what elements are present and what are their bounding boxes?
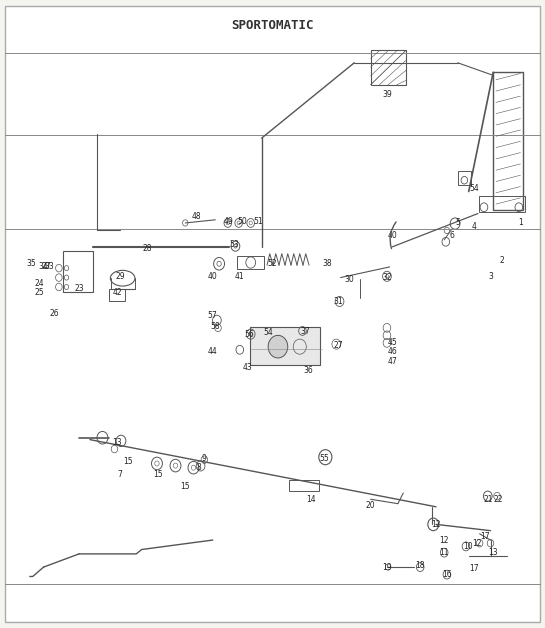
Text: 33: 33	[44, 263, 54, 271]
Text: 41: 41	[235, 272, 245, 281]
Text: 14: 14	[306, 495, 316, 504]
Text: 5: 5	[456, 219, 460, 227]
Text: 21: 21	[483, 495, 493, 504]
Text: 29: 29	[115, 272, 125, 281]
Text: 39: 39	[382, 90, 392, 99]
Text: 9: 9	[202, 454, 207, 463]
Text: 23: 23	[74, 284, 84, 293]
Text: 11: 11	[439, 548, 449, 557]
Text: 34: 34	[39, 263, 49, 271]
Text: 12: 12	[431, 520, 441, 529]
Bar	[479, 196, 525, 212]
Text: 30: 30	[344, 275, 354, 284]
Text: 47: 47	[387, 357, 397, 365]
Text: 17: 17	[480, 533, 490, 541]
FancyBboxPatch shape	[5, 6, 540, 622]
Text: 26: 26	[50, 310, 59, 318]
Bar	[493, 72, 523, 210]
Text: 50: 50	[238, 217, 247, 225]
Text: 24: 24	[34, 279, 44, 288]
Circle shape	[268, 335, 288, 358]
Text: 13: 13	[112, 438, 122, 447]
Bar	[237, 256, 264, 269]
Text: 35: 35	[26, 259, 36, 268]
Text: 27: 27	[41, 263, 51, 271]
Text: 15: 15	[153, 470, 163, 479]
Text: 45: 45	[387, 338, 397, 347]
Bar	[63, 251, 93, 292]
Text: 13: 13	[488, 548, 498, 557]
Text: 3: 3	[488, 272, 493, 281]
Text: 20: 20	[366, 501, 376, 510]
Text: 46: 46	[387, 347, 397, 356]
Text: 6: 6	[450, 231, 455, 240]
Text: 40: 40	[208, 272, 217, 281]
Bar	[109, 289, 125, 301]
Text: 38: 38	[322, 259, 332, 268]
Text: 55: 55	[319, 454, 329, 463]
Text: 2: 2	[499, 256, 504, 265]
Text: 16: 16	[442, 570, 452, 579]
Text: 56: 56	[245, 330, 255, 338]
Text: 54: 54	[264, 328, 274, 337]
Text: 58: 58	[210, 322, 220, 331]
Text: 48: 48	[191, 212, 201, 221]
Text: 42: 42	[112, 288, 122, 296]
Text: 52: 52	[268, 259, 277, 268]
Text: 8: 8	[197, 463, 201, 472]
Text: 44: 44	[208, 347, 217, 356]
Text: 15: 15	[180, 482, 190, 491]
Text: 15: 15	[123, 457, 133, 466]
Text: 22: 22	[494, 495, 504, 504]
Text: 7: 7	[118, 470, 122, 479]
Text: 49: 49	[224, 217, 234, 225]
Text: 37: 37	[300, 327, 310, 336]
Text: 1: 1	[518, 219, 523, 227]
Text: 54: 54	[469, 184, 479, 193]
Text: 51: 51	[253, 217, 263, 225]
Text: 4: 4	[472, 222, 476, 230]
Text: 43: 43	[243, 363, 253, 372]
Text: 12: 12	[472, 539, 482, 548]
Text: 57: 57	[208, 311, 217, 320]
Text: 18: 18	[415, 561, 425, 570]
Text: SPORTOMATIC: SPORTOMATIC	[231, 19, 314, 31]
Text: 40: 40	[387, 231, 397, 240]
Text: 25: 25	[34, 288, 44, 296]
Text: 28: 28	[142, 244, 152, 252]
Bar	[289, 480, 319, 491]
Bar	[458, 171, 471, 185]
Bar	[371, 50, 406, 85]
Bar	[250, 327, 320, 365]
Text: 27: 27	[333, 341, 343, 350]
Text: 53: 53	[229, 241, 239, 249]
Text: 10: 10	[463, 542, 473, 551]
Text: 17: 17	[469, 564, 479, 573]
Text: 12: 12	[439, 536, 449, 544]
Text: 31: 31	[333, 297, 343, 306]
Text: 36: 36	[303, 366, 313, 375]
Text: 19: 19	[382, 563, 392, 571]
Text: 32: 32	[382, 273, 392, 282]
